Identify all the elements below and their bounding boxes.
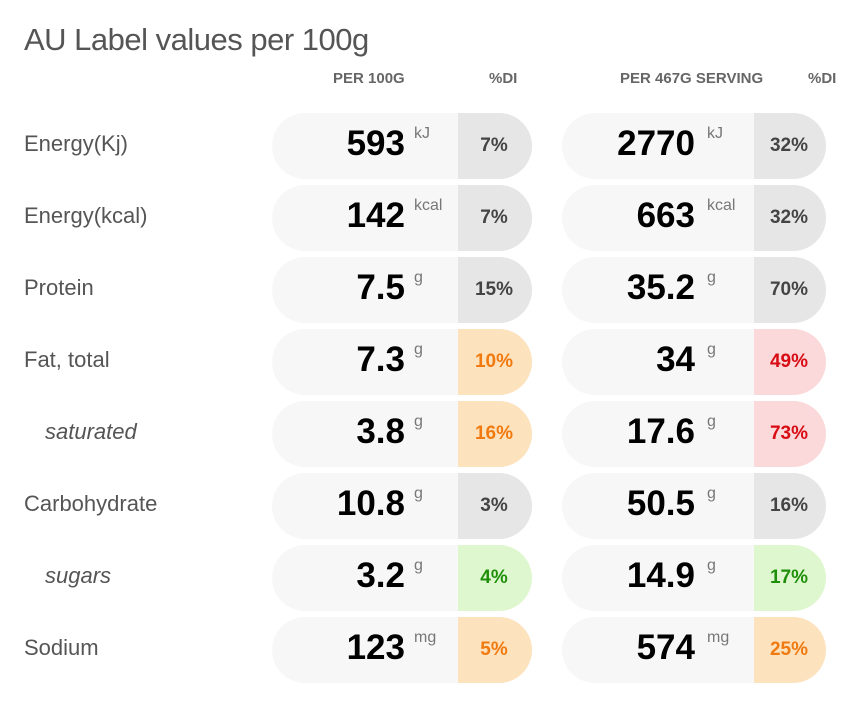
- unit-label: g: [707, 341, 716, 358]
- unit-label: kcal: [707, 197, 736, 214]
- di-serving-badge: 73%: [754, 401, 826, 467]
- row-label: Fat, total: [24, 347, 110, 372]
- per-100g-value: 593: [346, 124, 405, 163]
- per-100g-value: 3.2: [356, 556, 405, 595]
- per-serving-cell: 574 mg 25%: [562, 617, 826, 683]
- di-serving-badge: 70%: [754, 257, 826, 323]
- per-serving-cell: 17.6 g 73%: [562, 401, 826, 467]
- unit-label: kJ: [707, 125, 723, 142]
- per-serving-value: 34: [656, 340, 695, 379]
- table-row: sugars 3.2 g 4% 14.9 g 17%: [0, 545, 860, 611]
- per-100g-value: 142: [346, 196, 405, 235]
- di-serving-badge: 25%: [754, 617, 826, 683]
- unit-label: g: [707, 269, 716, 286]
- unit-label: g: [414, 269, 423, 286]
- di-serving-badge: 32%: [754, 185, 826, 251]
- unit-label: g: [414, 485, 423, 502]
- per-100g-cell: 142 kcal 7%: [272, 185, 532, 251]
- table-row: Sodium 123 mg 5% 574 mg 25%: [0, 617, 860, 683]
- unit-label: g: [414, 413, 423, 430]
- per-100g-value: 7.5: [356, 268, 405, 307]
- per-serving-value: 14.9: [626, 556, 695, 595]
- per-serving-value: 2770: [617, 124, 695, 163]
- di-100g-badge: 7%: [458, 185, 532, 251]
- di-100g-badge: 7%: [458, 113, 532, 179]
- per-100g-cell: 3.2 g 4%: [272, 545, 532, 611]
- table-row: Fat, total 7.3 g 10% 34 g 49%: [0, 329, 860, 395]
- per-serving-cell: 663 kcal 32%: [562, 185, 826, 251]
- per-100g-cell: 3.8 g 16%: [272, 401, 532, 467]
- table-row: Energy(Kj) 593 kJ 7% 2770 kJ 32%: [0, 113, 860, 179]
- per-100g-cell: 123 mg 5%: [272, 617, 532, 683]
- unit-label: g: [707, 413, 716, 430]
- di-serving-badge: 49%: [754, 329, 826, 395]
- di-serving-badge: 16%: [754, 473, 826, 539]
- per-100g-value: 3.8: [356, 412, 405, 451]
- per-serving-value: 17.6: [626, 412, 695, 451]
- di-100g-badge: 5%: [458, 617, 532, 683]
- unit-label: g: [414, 557, 423, 574]
- header-per-100g: PER 100G: [333, 70, 405, 87]
- per-serving-cell: 35.2 g 70%: [562, 257, 826, 323]
- di-100g-badge: 4%: [458, 545, 532, 611]
- row-label: Sodium: [24, 635, 99, 660]
- per-100g-cell: 10.8 g 3%: [272, 473, 532, 539]
- per-serving-cell: 2770 kJ 32%: [562, 113, 826, 179]
- unit-label: mg: [707, 629, 730, 646]
- di-100g-badge: 3%: [458, 473, 532, 539]
- per-serving-cell: 34 g 49%: [562, 329, 826, 395]
- table-row: Energy(kcal) 142 kcal 7% 663 kcal 32%: [0, 185, 860, 251]
- row-label: Energy(Kj): [24, 131, 128, 156]
- unit-label: g: [707, 485, 716, 502]
- per-100g-cell: 593 kJ 7%: [272, 113, 532, 179]
- row-label: Protein: [24, 275, 94, 300]
- unit-label: g: [707, 557, 716, 574]
- row-label: Energy(kcal): [24, 203, 148, 228]
- header-di-100g: %DI: [489, 70, 518, 87]
- row-label: saturated: [45, 419, 137, 444]
- di-serving-badge: 17%: [754, 545, 826, 611]
- per-serving-value: 50.5: [626, 484, 695, 523]
- di-100g-badge: 10%: [458, 329, 532, 395]
- header-di-serving: %DI: [808, 70, 837, 87]
- row-label: Carbohydrate: [24, 491, 158, 516]
- per-100g-value: 10.8: [336, 484, 405, 523]
- per-serving-value: 663: [636, 196, 695, 235]
- per-serving-value: 574: [636, 628, 695, 667]
- unit-label: kcal: [414, 197, 443, 214]
- per-serving-value: 35.2: [626, 268, 695, 307]
- per-100g-cell: 7.5 g 15%: [272, 257, 532, 323]
- per-serving-cell: 14.9 g 17%: [562, 545, 826, 611]
- per-100g-value: 123: [346, 628, 405, 667]
- table-row: Protein 7.5 g 15% 35.2 g 70%: [0, 257, 860, 323]
- di-100g-badge: 15%: [458, 257, 532, 323]
- unit-label: g: [414, 341, 423, 358]
- table-row: saturated 3.8 g 16% 17.6 g 73%: [0, 401, 860, 467]
- table-row: Carbohydrate 10.8 g 3% 50.5 g 16%: [0, 473, 860, 539]
- unit-label: mg: [414, 629, 437, 646]
- di-100g-badge: 16%: [458, 401, 532, 467]
- per-100g-value: 7.3: [356, 340, 405, 379]
- di-serving-badge: 32%: [754, 113, 826, 179]
- per-serving-cell: 50.5 g 16%: [562, 473, 826, 539]
- unit-label: kJ: [414, 125, 430, 142]
- header-per-serving: PER 467G SERVING: [620, 70, 764, 87]
- page-title: AU Label values per 100g: [24, 22, 369, 57]
- per-100g-cell: 7.3 g 10%: [272, 329, 532, 395]
- row-label: sugars: [45, 563, 112, 588]
